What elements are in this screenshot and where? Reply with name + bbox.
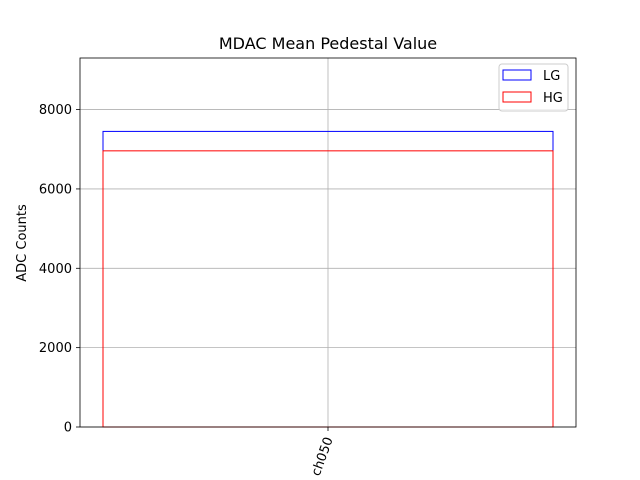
chart-title: MDAC Mean Pedestal Value bbox=[219, 34, 437, 53]
y-tick-label-4000: 4000 bbox=[39, 262, 72, 277]
legend-frame bbox=[498, 63, 569, 112]
legend-label-lg: LG bbox=[543, 69, 560, 84]
y-tick-label-6000: 6000 bbox=[39, 182, 72, 197]
y-tick-label-2000: 2000 bbox=[39, 341, 72, 356]
legend: LG HG bbox=[498, 63, 569, 112]
legend-label-hg: HG bbox=[543, 91, 563, 106]
y-axis-label: ADC Counts bbox=[15, 204, 30, 282]
y-tick-label-0: 0 bbox=[64, 421, 72, 436]
legend-swatch-hg bbox=[502, 91, 532, 103]
y-tick-label-8000: 8000 bbox=[39, 103, 72, 118]
legend-swatch-lg bbox=[502, 69, 532, 81]
y-axis-ticks: 0 2000 4000 6000 8000 bbox=[39, 103, 80, 436]
